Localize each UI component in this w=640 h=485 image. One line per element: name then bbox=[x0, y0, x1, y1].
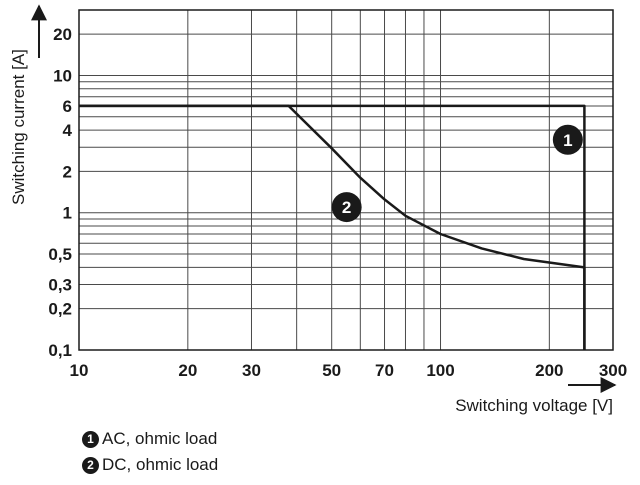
y-tick-label-8: 10 bbox=[53, 66, 72, 85]
legend-label-ac: AC, ohmic load bbox=[102, 429, 218, 448]
y-tick-label-1: 0,2 bbox=[48, 300, 72, 319]
x-tick-label-0: 10 bbox=[70, 361, 89, 380]
x-axis-label: Switching voltage [V] bbox=[455, 396, 613, 415]
series-line-2 bbox=[79, 104, 586, 350]
y-tick-label-7: 6 bbox=[63, 97, 72, 116]
series-marker-label-2: 2 bbox=[342, 198, 351, 217]
y-tick-label-5: 2 bbox=[63, 162, 72, 181]
y-tick-label-4: 1 bbox=[63, 204, 72, 223]
x-tick-label-5: 100 bbox=[426, 361, 454, 380]
legend-badge-1: 1 bbox=[82, 430, 99, 448]
y-tick-label-9: 20 bbox=[53, 25, 72, 44]
y-tick-label-0: 0,1 bbox=[48, 341, 72, 360]
legend: 1 AC, ohmic load 2 DC, ohmic load bbox=[82, 426, 218, 478]
legend-label-dc: DC, ohmic load bbox=[102, 455, 219, 474]
y-axis-label: Switching current [A] bbox=[9, 49, 28, 205]
x-tick-label-2: 30 bbox=[242, 361, 261, 380]
legend-item-ac: 1 AC, ohmic load bbox=[82, 426, 218, 452]
plot-frame bbox=[78, 9, 614, 351]
grid-lines bbox=[78, 9, 614, 351]
series-marker-label-1: 1 bbox=[563, 131, 572, 150]
x-tick-label-6: 200 bbox=[535, 361, 563, 380]
axes bbox=[31, 4, 617, 393]
legend-badge-2: 2 bbox=[82, 456, 99, 474]
legend-item-dc: 2 DC, ohmic load bbox=[82, 452, 218, 478]
series-marker-1 bbox=[552, 124, 583, 155]
x-tick-label-3: 50 bbox=[322, 361, 341, 380]
y-tick-label-3: 0,5 bbox=[48, 245, 72, 264]
y-tick-label-2: 0,3 bbox=[48, 276, 72, 295]
x-tick-label-7: 300 bbox=[599, 361, 627, 380]
x-tick-label-4: 70 bbox=[375, 361, 394, 380]
series-layer bbox=[79, 104, 586, 350]
series-markers: 12 bbox=[331, 124, 583, 223]
series-marker-2 bbox=[331, 192, 362, 223]
x-tick-label-1: 20 bbox=[178, 361, 197, 380]
y-tick-label-6: 4 bbox=[63, 121, 73, 140]
